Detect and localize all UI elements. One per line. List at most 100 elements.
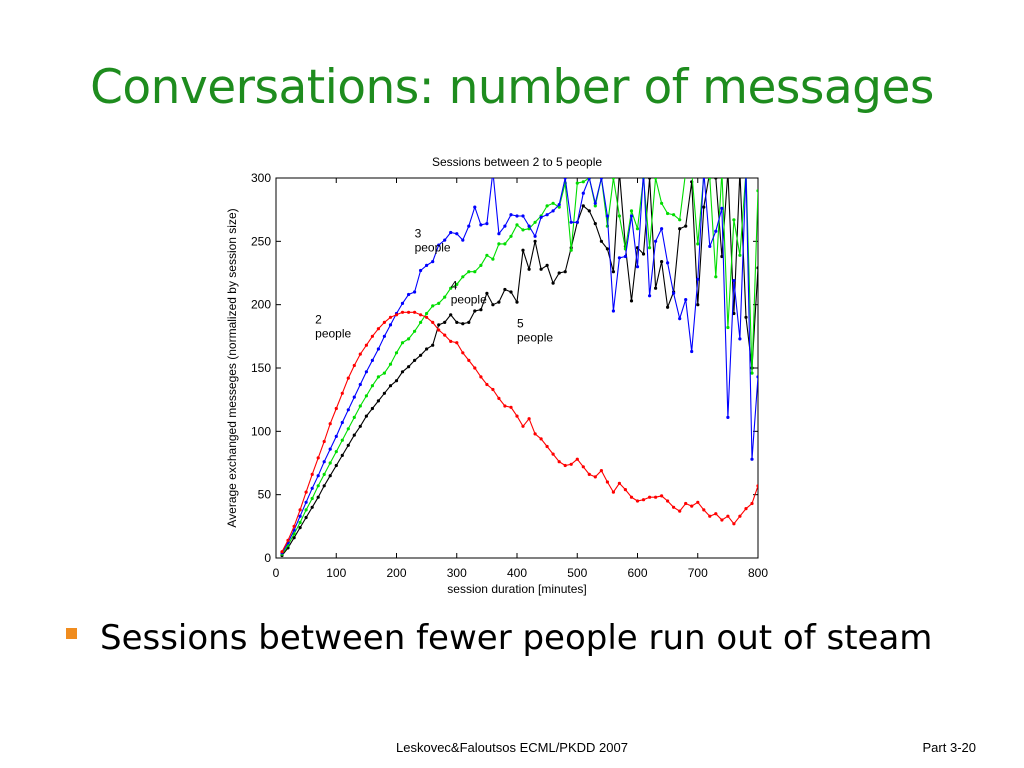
data-point bbox=[660, 227, 664, 231]
data-point bbox=[364, 370, 368, 374]
data-point bbox=[503, 287, 507, 292]
data-point bbox=[648, 294, 652, 298]
data-point bbox=[491, 303, 495, 307]
data-point bbox=[382, 391, 386, 395]
data-point bbox=[527, 267, 531, 271]
data-point bbox=[775, 202, 778, 205]
data-point bbox=[557, 271, 561, 275]
data-point bbox=[551, 201, 555, 205]
data-point bbox=[545, 213, 549, 217]
data-point bbox=[684, 501, 688, 506]
data-point bbox=[467, 270, 471, 274]
data-point bbox=[413, 310, 417, 314]
data-point bbox=[714, 275, 718, 279]
data-point bbox=[322, 460, 326, 464]
data-point bbox=[340, 438, 344, 442]
data-point bbox=[431, 260, 435, 264]
data-point bbox=[316, 484, 320, 488]
data-point bbox=[515, 223, 519, 227]
data-point bbox=[708, 178, 712, 180]
data-point bbox=[479, 375, 483, 379]
slide-title: Conversations: number of messages bbox=[90, 60, 934, 115]
data-point bbox=[503, 242, 507, 246]
data-point bbox=[533, 432, 537, 436]
data-point bbox=[400, 310, 405, 314]
data-point bbox=[648, 246, 652, 250]
data-point bbox=[587, 209, 591, 213]
data-point bbox=[605, 214, 609, 218]
data-point bbox=[364, 343, 368, 347]
data-point bbox=[775, 170, 778, 173]
data-point bbox=[400, 370, 405, 374]
x-tick-label: 400 bbox=[507, 566, 527, 580]
y-tick-label: 50 bbox=[258, 488, 272, 502]
data-point bbox=[762, 489, 765, 492]
data-point bbox=[720, 206, 724, 210]
data-point bbox=[491, 387, 495, 392]
data-point bbox=[641, 498, 646, 502]
data-point bbox=[732, 218, 736, 222]
data-point bbox=[666, 261, 670, 265]
data-point bbox=[400, 301, 405, 305]
chart-axes: 0 100 200 300 400 500 600 700 800 0 50 100 150 200 250… bbox=[251, 171, 768, 580]
x-tick-label: 500 bbox=[567, 566, 587, 580]
data-point bbox=[455, 282, 459, 286]
data-point bbox=[575, 220, 579, 224]
data-point bbox=[310, 486, 314, 490]
data-point bbox=[611, 490, 615, 494]
y-tick-label: 200 bbox=[251, 298, 271, 312]
x-tick-label: 600 bbox=[627, 566, 647, 580]
data-point bbox=[515, 300, 519, 304]
data-point bbox=[629, 299, 634, 303]
x-tick-label: 800 bbox=[748, 566, 768, 580]
data-point bbox=[533, 239, 537, 243]
data-point bbox=[340, 453, 344, 457]
data-point bbox=[617, 481, 621, 485]
data-point bbox=[678, 509, 682, 513]
data-point bbox=[461, 238, 465, 242]
bullet-text: Sessions between fewer people run out of… bbox=[100, 618, 933, 658]
data-point bbox=[521, 248, 525, 252]
data-point bbox=[358, 404, 362, 408]
data-point bbox=[672, 505, 676, 509]
data-point bbox=[394, 379, 399, 383]
data-point bbox=[768, 202, 771, 205]
data-point bbox=[352, 395, 356, 399]
data-point bbox=[696, 500, 700, 504]
data-point bbox=[485, 253, 489, 257]
data-point bbox=[413, 358, 417, 362]
data-point bbox=[370, 406, 374, 411]
data-point bbox=[684, 170, 687, 173]
data-point bbox=[702, 205, 706, 209]
data-point bbox=[775, 170, 778, 173]
data-point bbox=[479, 308, 483, 312]
data-point bbox=[654, 286, 658, 290]
footer-citation: Leskovec&Faloutsos ECML/PKDD 2007 bbox=[396, 740, 628, 755]
data-point bbox=[744, 507, 748, 511]
data-point bbox=[756, 484, 758, 488]
y-tick-label: 100 bbox=[251, 424, 271, 438]
data-point bbox=[407, 310, 411, 314]
data-point bbox=[702, 170, 705, 173]
data-point bbox=[611, 270, 615, 274]
data-point bbox=[599, 239, 603, 243]
data-point bbox=[280, 550, 284, 554]
data-point bbox=[370, 334, 374, 338]
data-point bbox=[750, 457, 754, 461]
data-point bbox=[775, 506, 778, 509]
data-point bbox=[310, 505, 314, 509]
data-point bbox=[593, 222, 597, 226]
data-point bbox=[455, 341, 459, 345]
data-point bbox=[714, 512, 718, 516]
data-point bbox=[340, 420, 344, 425]
data-point bbox=[527, 224, 531, 228]
data-point bbox=[346, 408, 350, 412]
series-layer bbox=[280, 170, 778, 558]
data-point bbox=[563, 270, 567, 274]
data-point bbox=[708, 170, 711, 173]
series-4-people bbox=[280, 170, 778, 556]
data-point bbox=[750, 501, 754, 506]
data-point bbox=[581, 191, 585, 195]
data-point bbox=[364, 394, 368, 398]
data-point bbox=[322, 472, 326, 476]
